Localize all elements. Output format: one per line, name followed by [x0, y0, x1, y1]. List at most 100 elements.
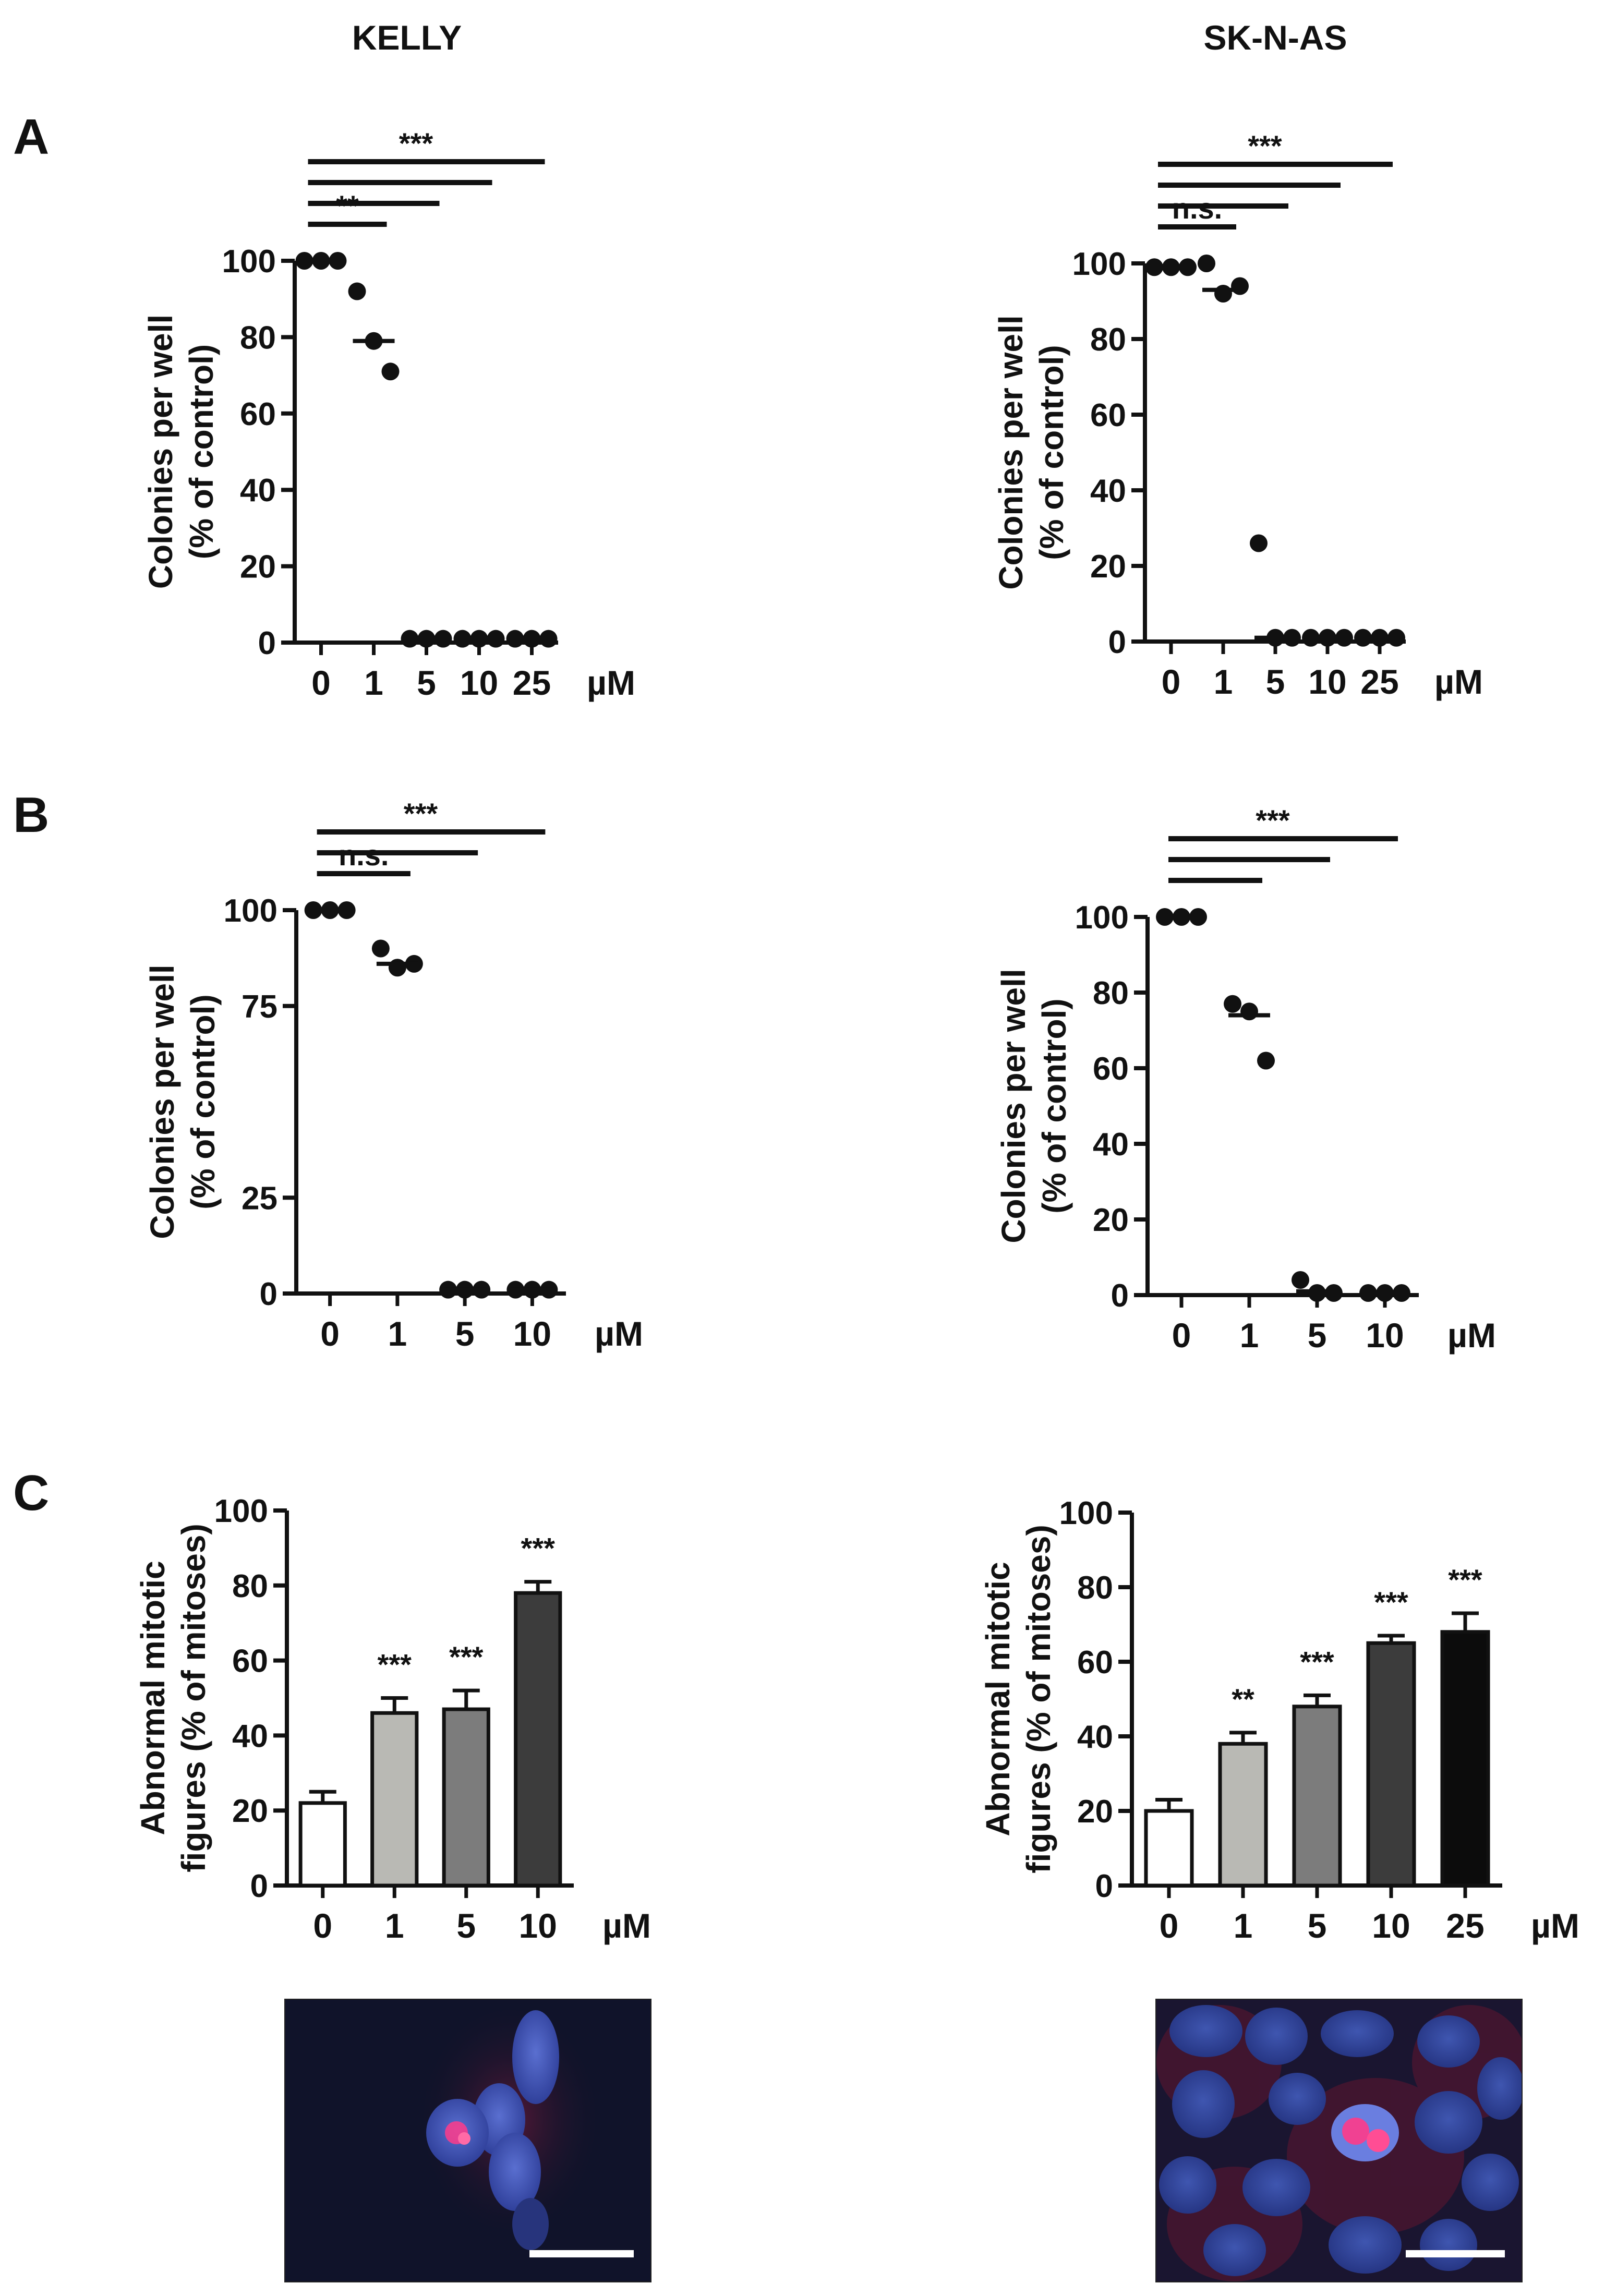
data-point — [1240, 1002, 1258, 1021]
chart-c-sknas: 0 20 40 60 80 100 0 1 5 10 25 µM Abnormal mitoticfig… — [979, 1495, 1579, 1945]
y-tick-label: 80 — [1077, 1570, 1113, 1606]
x-tick-label: 5 — [1308, 1316, 1327, 1355]
cell-nucleus — [1462, 2154, 1519, 2211]
cell-nucleus — [1321, 2010, 1394, 2057]
cell-nucleus — [1415, 2091, 1482, 2154]
x-tick-label: 5 — [1266, 662, 1285, 701]
x-tick-label: 5 — [455, 1314, 475, 1353]
data-point — [1250, 534, 1268, 552]
significance-label: ** — [1232, 1683, 1254, 1715]
panel-label-a: A — [13, 109, 49, 165]
column-title-sknas: SK-N-AS — [1204, 18, 1347, 57]
cell-nucleus — [1203, 2224, 1266, 2276]
x-tick-label: 25 — [1446, 1906, 1484, 1945]
y-tick-label: 20 — [1077, 1794, 1113, 1830]
y-axis-label: Abnormal mitoticfigures (% of mitoses) — [134, 1524, 212, 1872]
x-tick-label: 0 — [1162, 662, 1181, 701]
micrograph-sknas — [1155, 1999, 1523, 2282]
x-unit-label: µM — [587, 663, 635, 702]
scale-bar — [529, 2250, 634, 2257]
y-tick-label: 40 — [240, 473, 276, 509]
data-point — [388, 959, 406, 977]
y-axis-label-line: (% of control) — [1035, 998, 1073, 1213]
cell-nucleus — [1245, 2008, 1308, 2065]
x-tick-label: 25 — [513, 663, 551, 702]
y-tick-label: 0 — [1108, 624, 1126, 660]
x-unit-label: µM — [1434, 662, 1483, 701]
y-tick-label: 40 — [1077, 1719, 1113, 1755]
data-point — [1224, 995, 1241, 1013]
y-tick-label: 100 — [1075, 900, 1129, 936]
y-axis-label-line: figures (% of mitoses) — [175, 1524, 212, 1872]
chart-b-sknas: 0 20 40 60 80 100 0 1 5 10 µM Colonies per well(% o… — [995, 804, 1496, 1355]
mitotic-spot — [1367, 2129, 1390, 2152]
panel-label-b: B — [13, 787, 49, 843]
y-axis-label: Colonies per well(% of control) — [992, 315, 1070, 589]
bar — [370, 1711, 419, 1888]
x-tick-label: 1 — [1214, 662, 1233, 701]
y-tick-label: 20 — [232, 1793, 268, 1829]
y-axis-label: Colonies per well(% of control) — [995, 969, 1073, 1243]
y-tick-label: 100 — [224, 893, 277, 929]
y-axis-label: Colonies per well(% of control) — [142, 315, 220, 589]
y-tick-label: 25 — [242, 1180, 277, 1216]
y-tick-label: 60 — [232, 1644, 268, 1679]
scale-bar — [1406, 2250, 1505, 2257]
micrograph-kelly — [284, 1999, 651, 2282]
y-tick-label: 0 — [1095, 1868, 1113, 1904]
y-tick-label: 60 — [1093, 1051, 1129, 1087]
y-axis-label-line: Colonies per well — [143, 964, 181, 1239]
y-tick-label: 100 — [1059, 1495, 1113, 1531]
bar — [1366, 1641, 1416, 1888]
column-title-kelly: KELLY — [352, 18, 462, 57]
data-point — [1198, 255, 1215, 272]
significance-label: *** — [521, 1532, 556, 1565]
y-tick-label: 80 — [1090, 322, 1126, 358]
y-tick-label: 80 — [232, 1568, 268, 1604]
y-axis-label-line: Colonies per well — [992, 315, 1030, 589]
x-tick-label: 10 — [1366, 1316, 1404, 1355]
y-axis-label-line: (% of control) — [1033, 345, 1070, 560]
data-point — [348, 282, 366, 300]
y-tick-label: 0 — [258, 625, 276, 661]
y-tick-label: 40 — [1090, 473, 1126, 509]
significance-label: *** — [399, 127, 433, 160]
x-tick-label: 25 — [1360, 662, 1398, 701]
cell-nucleus — [1329, 2216, 1402, 2274]
x-tick-label: 10 — [519, 1906, 557, 1945]
y-tick-label: 40 — [1093, 1127, 1129, 1163]
data-point — [1292, 1271, 1309, 1289]
significance-label: *** — [1248, 129, 1282, 162]
y-tick-label: 60 — [240, 396, 276, 432]
x-tick-label: 0 — [313, 1906, 332, 1945]
significance-label: *** — [449, 1640, 484, 1673]
data-point — [371, 939, 390, 958]
x-tick-label: 1 — [364, 663, 383, 702]
y-tick-label: 20 — [240, 549, 276, 585]
cell-nucleus — [512, 2010, 559, 2104]
data-point — [381, 362, 400, 381]
y-axis-label-line: Colonies per well — [995, 969, 1032, 1243]
cell-nucleus — [1477, 2057, 1522, 2120]
x-unit-label: µM — [602, 1906, 651, 1945]
x-tick-label: 1 — [1240, 1316, 1259, 1355]
cell-nucleus — [1172, 2070, 1235, 2138]
y-tick-label: 0 — [250, 1868, 268, 1904]
bar — [442, 1707, 490, 1888]
significance-label: *** — [378, 1648, 412, 1681]
y-axis-label-line: Abnormal mitotic — [134, 1561, 172, 1835]
bar — [1218, 1742, 1268, 1888]
cell-nucleus — [1417, 2015, 1480, 2068]
cell-nucleus — [1169, 2005, 1242, 2057]
y-axis-label-line: Abnormal mitotic — [979, 1562, 1017, 1836]
x-tick-label: 0 — [1172, 1316, 1191, 1355]
x-tick-label: 0 — [311, 663, 331, 702]
y-tick-label: 80 — [1093, 975, 1129, 1011]
y-axis-label-line: (% of control) — [183, 344, 220, 559]
cell-nucleus — [1420, 2219, 1477, 2271]
y-tick-label: 0 — [260, 1276, 277, 1312]
y-tick-label: 0 — [1111, 1278, 1129, 1314]
cell-nucleus — [489, 2133, 541, 2211]
